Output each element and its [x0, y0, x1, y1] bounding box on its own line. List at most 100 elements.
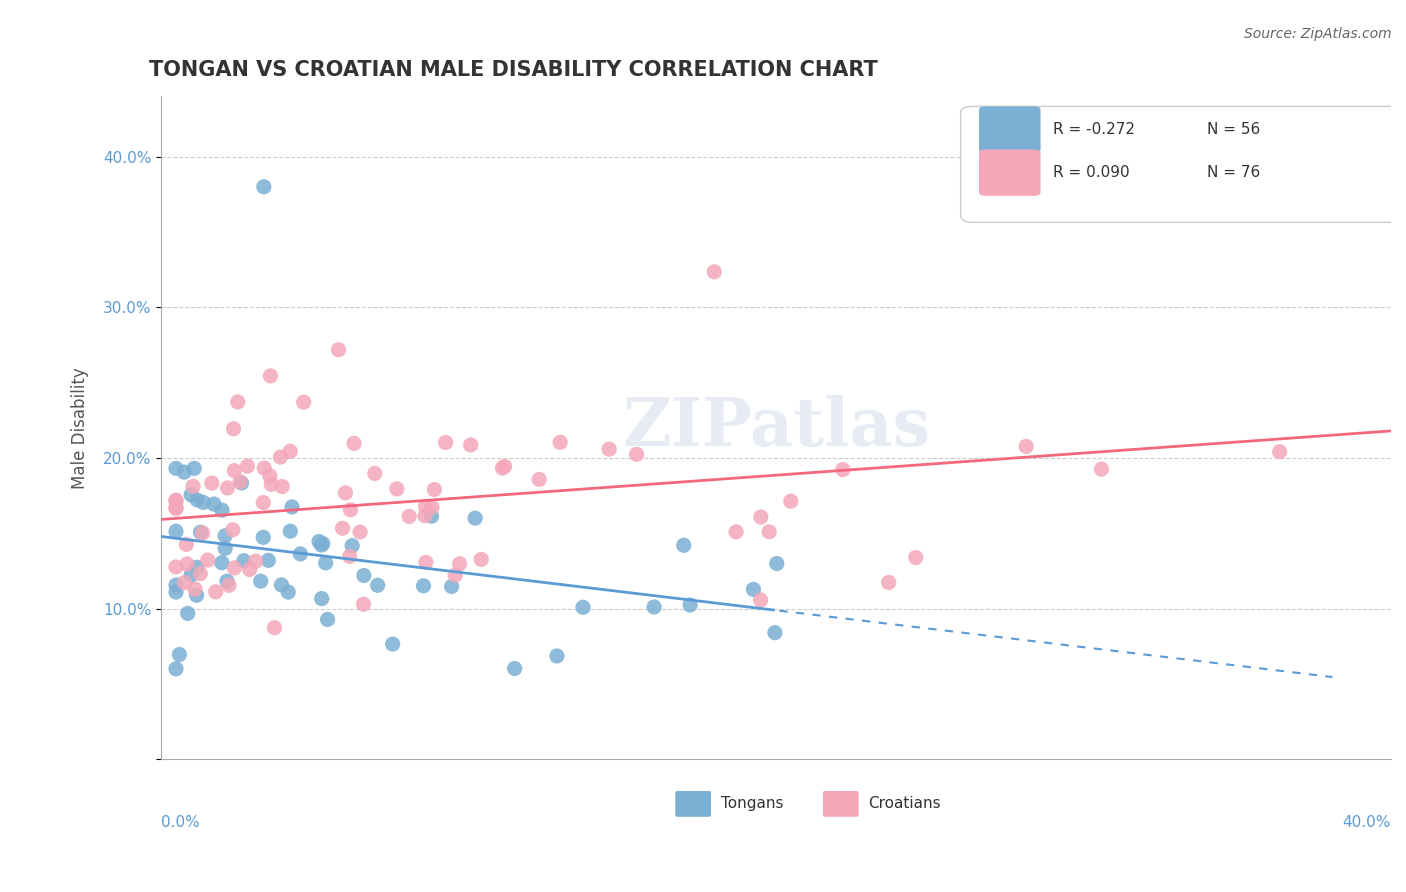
Point	[831, 462, 853, 476]
Point	[340, 539, 363, 553]
Point	[367, 578, 389, 592]
Point	[470, 552, 492, 566]
Point	[548, 435, 571, 450]
Point	[311, 591, 333, 606]
Point	[217, 481, 239, 495]
Point	[460, 438, 482, 452]
Y-axis label: Male Disability: Male Disability	[72, 367, 89, 489]
Point	[725, 524, 748, 539]
Point	[315, 556, 337, 570]
Point	[703, 265, 725, 279]
Text: Croatians: Croatians	[869, 796, 941, 811]
Point	[779, 494, 801, 508]
Text: 0.0%: 0.0%	[162, 815, 200, 830]
Point	[758, 524, 780, 539]
Point	[290, 547, 312, 561]
FancyBboxPatch shape	[979, 106, 1040, 153]
Point	[434, 435, 457, 450]
Point	[385, 482, 408, 496]
Point	[165, 585, 187, 599]
Point	[214, 541, 236, 556]
Point	[339, 549, 361, 564]
Point	[197, 553, 219, 567]
Text: N = 56: N = 56	[1206, 122, 1260, 137]
Text: N = 76: N = 76	[1206, 165, 1260, 180]
Text: Source: ZipAtlas.com: Source: ZipAtlas.com	[1244, 27, 1392, 41]
Point	[679, 598, 702, 612]
Point	[877, 575, 900, 590]
Point	[440, 579, 463, 593]
Point	[308, 534, 330, 549]
Point	[201, 476, 224, 491]
Point	[249, 574, 271, 589]
Point	[423, 483, 446, 497]
Point	[184, 582, 207, 596]
Point	[226, 395, 249, 409]
Point	[165, 578, 187, 592]
Point	[598, 442, 620, 457]
Point	[224, 464, 246, 478]
Point	[765, 557, 787, 571]
Point	[257, 553, 280, 567]
Point	[174, 537, 197, 551]
Point	[222, 523, 245, 537]
Point	[165, 524, 187, 539]
Point	[270, 578, 292, 592]
Point	[381, 637, 404, 651]
Point	[222, 422, 245, 436]
Point	[165, 662, 187, 676]
FancyBboxPatch shape	[675, 791, 711, 817]
Point	[211, 556, 233, 570]
Text: 40.0%: 40.0%	[1343, 815, 1391, 830]
Point	[193, 495, 215, 509]
Point	[191, 526, 214, 541]
Point	[180, 567, 202, 582]
Point	[165, 494, 187, 508]
Point	[224, 561, 246, 575]
Point	[763, 625, 786, 640]
Point	[169, 648, 191, 662]
Point	[173, 575, 195, 590]
Point	[1090, 462, 1112, 476]
Point	[420, 500, 443, 515]
Point	[672, 538, 695, 552]
Point	[186, 493, 208, 508]
Point	[643, 599, 665, 614]
Point	[281, 500, 304, 514]
Point	[527, 472, 550, 486]
Text: Tongans: Tongans	[721, 796, 783, 811]
Point	[176, 557, 198, 571]
Point	[292, 395, 315, 409]
Point	[186, 560, 208, 574]
Point	[165, 560, 187, 574]
Point	[263, 621, 285, 635]
Point	[231, 475, 253, 490]
Point	[278, 444, 301, 458]
Point	[312, 536, 335, 550]
Point	[165, 500, 187, 515]
Point	[190, 525, 212, 540]
Point	[252, 496, 274, 510]
Point	[415, 500, 437, 514]
Point	[742, 582, 765, 597]
Point	[749, 593, 772, 607]
Point	[204, 584, 226, 599]
Point	[180, 488, 202, 502]
Point	[1015, 439, 1038, 453]
Point	[253, 179, 276, 194]
Point	[271, 479, 294, 493]
Point	[364, 467, 387, 481]
Point	[749, 510, 772, 524]
Point	[412, 579, 434, 593]
Point	[183, 461, 205, 475]
Point	[904, 550, 927, 565]
Point	[259, 368, 281, 383]
Point	[420, 509, 443, 524]
Point	[202, 497, 225, 511]
Point	[449, 557, 471, 571]
Point	[626, 447, 648, 461]
Point	[1268, 444, 1291, 458]
Point	[353, 597, 375, 611]
Point	[339, 503, 361, 517]
Point	[398, 509, 420, 524]
